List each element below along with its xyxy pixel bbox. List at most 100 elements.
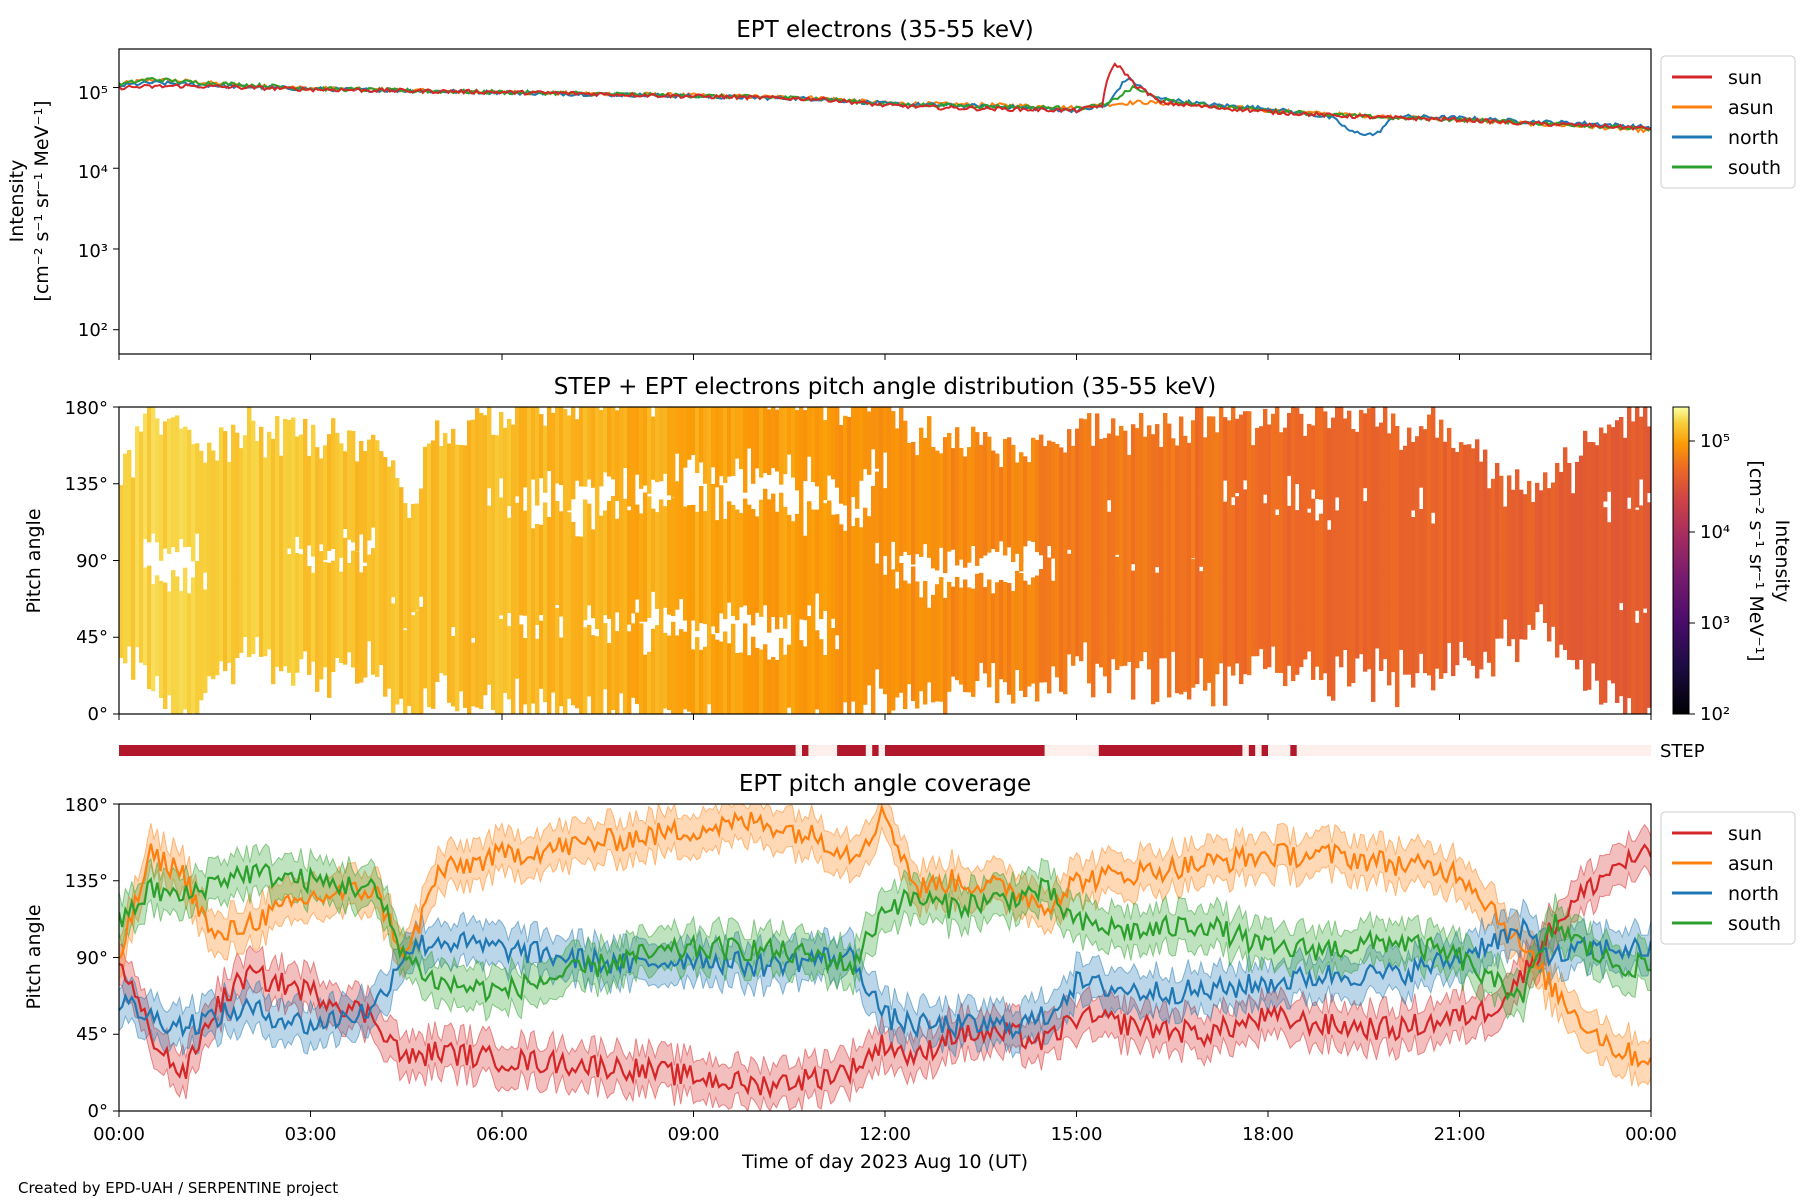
heatmap-cell <box>143 428 148 540</box>
heatmap-cell <box>1455 516 1460 620</box>
heatmap-cell <box>807 616 812 714</box>
heatmap-cell <box>1283 570 1288 687</box>
heatmap-cell <box>815 407 820 487</box>
heatmap-cell <box>471 642 476 707</box>
heatmap-cell <box>583 499 588 621</box>
heatmap-cell <box>1155 586 1160 702</box>
heatmap-cell <box>283 480 288 566</box>
panel4-ytick-label: 0° <box>88 1101 108 1122</box>
heatmap-cell <box>899 407 904 503</box>
heatmap-cell <box>503 427 508 509</box>
heatmap-cell <box>1403 516 1408 579</box>
heatmap-cell <box>1551 498 1556 596</box>
heatmap-cell <box>1479 543 1484 638</box>
heatmap-cell <box>1235 549 1240 644</box>
heatmap-cell <box>1407 500 1412 565</box>
heatmap-cell <box>1591 578 1596 664</box>
heatmap-cell <box>463 445 468 510</box>
heatmap-cell <box>859 527 864 604</box>
heatmap-cell <box>227 462 232 527</box>
heatmap-cell <box>1175 583 1180 694</box>
heatmap-cell <box>559 511 564 617</box>
heatmap-cell <box>1259 426 1264 507</box>
heatmap-cell <box>827 607 832 714</box>
heatmap-cell <box>479 533 484 635</box>
heatmap-cell <box>683 407 688 468</box>
heatmap-cell <box>427 522 432 605</box>
heatmap-cell <box>211 450 216 552</box>
heatmap-cell <box>1435 517 1440 618</box>
xtick-label: 00:00 <box>1625 1124 1677 1145</box>
heatmap-cell <box>1311 425 1316 490</box>
heatmap-cell <box>1159 484 1164 557</box>
heatmap-cell <box>755 647 760 714</box>
heatmap-cell <box>1283 500 1288 570</box>
heatmap-cell <box>1603 433 1608 502</box>
heatmap-cell <box>551 524 556 645</box>
heatmap-cell <box>1247 411 1252 519</box>
heatmap-cell <box>943 602 948 664</box>
heatmap-cell <box>491 605 496 710</box>
heatmap-cell <box>1151 499 1156 565</box>
panel2-ytick-label: 0° <box>88 704 108 725</box>
heatmap-cell <box>1347 506 1352 626</box>
heatmap-cell <box>715 407 720 488</box>
heatmap-cell <box>643 654 648 714</box>
heatmap-cell <box>1403 445 1408 518</box>
legend-label-sun: sun <box>1728 823 1762 845</box>
heatmap-cell <box>1063 536 1068 641</box>
heatmap-cell <box>571 594 576 706</box>
step-bar-segment <box>837 745 866 756</box>
heatmap-cell <box>131 557 136 680</box>
heatmap-cell <box>887 561 892 682</box>
heatmap-cell <box>811 407 816 483</box>
heatmap-cell <box>947 487 952 552</box>
heatmap-cell <box>535 638 540 714</box>
heatmap-cell <box>1227 472 1232 585</box>
heatmap-cell <box>491 434 496 509</box>
heatmap-cell <box>867 516 872 594</box>
heatmap-cell <box>1331 588 1336 701</box>
heatmap-cell <box>667 635 672 711</box>
heatmap-cell <box>643 407 648 486</box>
heatmap-cell <box>767 409 772 475</box>
heatmap-cell <box>779 637 784 714</box>
xtick-label: 00:00 <box>93 1124 145 1145</box>
heatmap-cell <box>851 548 856 611</box>
heatmap-cell <box>579 536 584 625</box>
heatmap-cell <box>223 431 228 535</box>
heatmap-cell <box>287 420 292 523</box>
heatmap-cell <box>271 575 276 685</box>
heatmap-cell <box>871 616 876 714</box>
heatmap-cell <box>1039 445 1044 556</box>
heatmap-cell <box>423 594 428 689</box>
heatmap-cell <box>1339 566 1344 668</box>
heatmap-cell <box>295 436 300 523</box>
legend-label-south: south <box>1728 157 1781 179</box>
heatmap-cell <box>619 616 624 694</box>
heatmap-cell <box>419 525 424 597</box>
heatmap-cell <box>259 426 264 511</box>
heatmap-cell <box>375 448 380 559</box>
heatmap-cell <box>363 452 368 563</box>
heatmap-cell <box>475 634 480 708</box>
heatmap-cell <box>1447 515 1452 630</box>
heatmap-cell <box>1403 603 1408 675</box>
heatmap-cell <box>439 536 444 634</box>
heatmap-cell <box>1623 609 1628 714</box>
heatmap-cell <box>607 500 612 619</box>
heatmap-cell <box>575 419 580 481</box>
heatmap-cell <box>1599 427 1604 513</box>
heatmap-cell <box>183 631 188 710</box>
heatmap-cell <box>1335 407 1340 498</box>
heatmap-cell <box>867 411 872 475</box>
heatmap-cell <box>663 632 668 709</box>
heatmap-cell <box>1423 429 1428 544</box>
heatmap-cell <box>655 512 660 597</box>
heatmap-cell <box>823 420 828 501</box>
heatmap-cell <box>1587 442 1592 514</box>
heatmap-cell <box>431 627 436 709</box>
heatmap-cell <box>1059 452 1064 571</box>
heatmap-cell <box>131 479 136 563</box>
heatmap-cell <box>627 631 632 714</box>
